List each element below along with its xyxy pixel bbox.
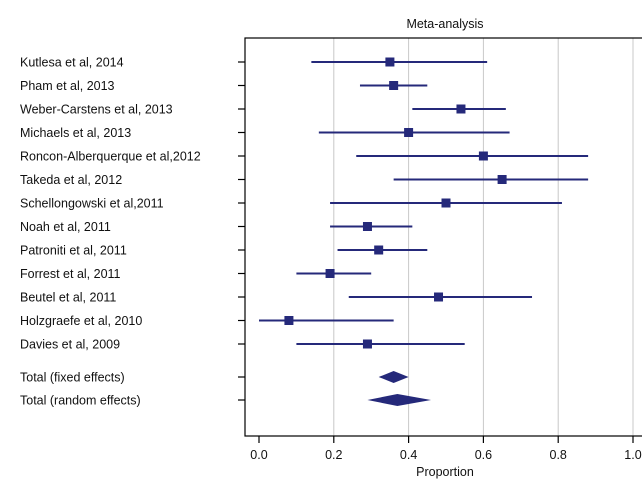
x-axis-label: Proportion [416, 465, 474, 479]
plot-frame [244, 37, 642, 437]
x-axis: 0.0 0.2 0.4 0.6 0.8 1.0 [238, 61, 642, 462]
point-estimate [404, 128, 414, 137]
study-label: Pham et al, 2013 [20, 79, 115, 93]
study-label: Michaels et al, 2013 [20, 126, 131, 140]
point-estimate [478, 151, 488, 161]
point-estimate [362, 222, 372, 231]
point-estimate [497, 175, 507, 184]
point-estimate [284, 316, 294, 325]
total-label: Total (fixed effects) [20, 371, 125, 385]
point-estimate [389, 81, 399, 90]
chart-title: Meta-analysis [406, 17, 483, 31]
pooled-diamond [378, 371, 409, 383]
point-estimate [434, 292, 444, 302]
point-estimate [374, 245, 384, 255]
study-label: Holzgraefe et al, 2010 [20, 314, 142, 328]
study-label: Roncon-Alberquerque et al,2012 [20, 150, 201, 164]
study-label: Davies et al, 2009 [20, 338, 120, 352]
study-label: Takeda et al, 2012 [20, 173, 122, 187]
x-tick-label: 0.4 [400, 448, 417, 462]
x-tick-label: 0.2 [325, 448, 342, 462]
x-tick-label: 0.8 [550, 448, 567, 462]
study-labels: Kutlesa et al, 2014 Pham et al, 2013 Weber… [20, 56, 201, 408]
point-estimate [385, 57, 395, 67]
study-label: Patroniti et al, 2011 [20, 244, 127, 258]
study-label: Forrest et al, 2011 [20, 267, 121, 281]
total-label: Total (random effects) [20, 394, 141, 408]
point-estimate [456, 104, 466, 114]
study-label: Schellongowski et al,2011 [20, 197, 164, 211]
gridlines [333, 38, 634, 436]
x-tick-label: 0.0 [250, 448, 267, 462]
study-label: Beutel et al, 2011 [20, 291, 116, 305]
study-label: Kutlesa et al, 2014 [20, 56, 124, 70]
point-estimate [325, 269, 335, 278]
pooled-diamond [367, 394, 432, 406]
x-tick-label: 1.0 [624, 448, 641, 462]
study-label: Weber-Carstens et al, 2013 [20, 103, 173, 117]
point-estimate [441, 198, 451, 208]
chart-marks [259, 57, 589, 406]
point-estimate [362, 339, 372, 349]
study-label: Noah et al, 2011 [20, 220, 111, 234]
x-tick-label: 0.6 [475, 448, 492, 462]
